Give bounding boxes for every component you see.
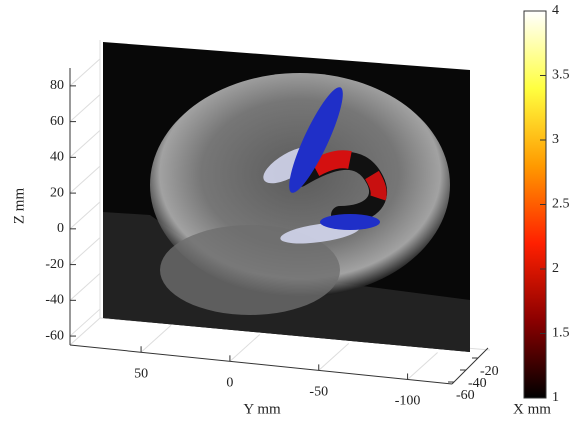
z-tick-label: 80: [50, 78, 64, 93]
x-axis-label: X mm: [513, 401, 551, 417]
z-tick-label: 0: [57, 221, 64, 236]
y-axis-label: Y mm: [243, 401, 281, 417]
grid-line: [70, 130, 100, 157]
y-tick-label: 50: [134, 366, 148, 381]
colorbar-tick-label: 4: [552, 3, 559, 18]
endpoint-disc: [320, 214, 380, 230]
grid-line: [230, 334, 260, 361]
z-tick-label: 20: [50, 185, 64, 200]
x-tick-label: -60: [456, 388, 475, 403]
y-tick-label: 0: [226, 376, 233, 391]
grid-line: [70, 95, 100, 122]
z-tick-label: -40: [45, 293, 64, 308]
colorbar-tick-label: 3.5: [552, 68, 570, 83]
z-tick-label: -20: [45, 257, 64, 272]
grid-line: [408, 352, 438, 379]
colorbar-tick-label: 1: [552, 390, 559, 405]
colorbar-tick-label: 2: [552, 261, 559, 276]
tract-red: [315, 159, 350, 168]
y-tick-label: -50: [309, 385, 328, 400]
grid-line: [70, 273, 100, 300]
grid-line: [70, 59, 100, 86]
z-tick-label: 40: [50, 150, 64, 165]
figure: 806040200-20-40-60500-50-100-20-40-60 Z …: [0, 0, 576, 422]
grid-line: [141, 325, 171, 352]
colorbar-tick-label: 2.5: [552, 197, 570, 212]
tract-red: [372, 175, 379, 198]
z-tick-label: 60: [50, 114, 64, 129]
y-tick-label: -100: [395, 394, 421, 409]
grid-line: [70, 202, 100, 229]
grid-line: [319, 343, 349, 370]
colorbar-tick-label: 1.5: [552, 326, 570, 341]
grid-line: [70, 238, 100, 265]
grid-line: [70, 166, 100, 193]
z-tick-label: -60: [45, 328, 64, 343]
z-axis-label: Z mm: [11, 188, 27, 225]
colorbar-tick-label: 3: [552, 132, 559, 147]
